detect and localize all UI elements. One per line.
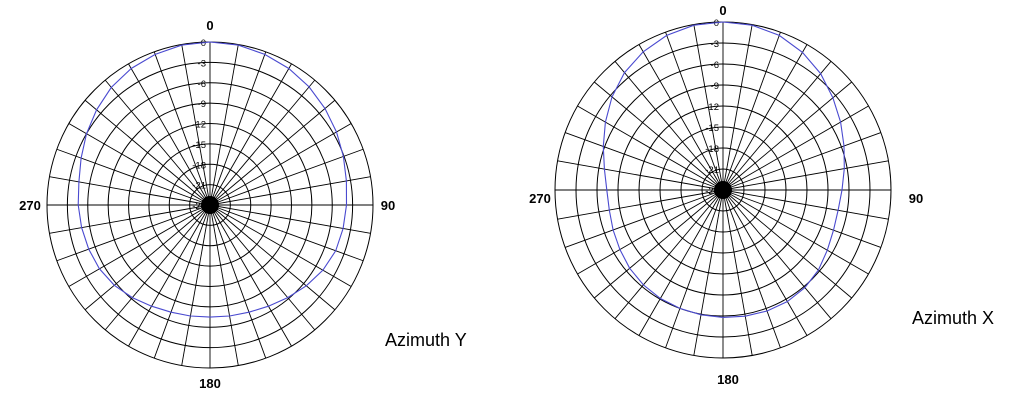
radial-tick-label: -3 — [711, 39, 719, 50]
pattern-series-line — [77, 41, 348, 318]
center-hub — [201, 196, 219, 214]
angle-label-270: 270 — [529, 191, 551, 206]
pattern-series-line — [602, 21, 845, 318]
radial-tick-label: -9 — [198, 99, 206, 110]
radial-tick-label: -12 — [705, 102, 719, 113]
grid-ring — [701, 168, 745, 212]
radial-tick-label: -21 — [192, 181, 206, 192]
grid-ring — [638, 105, 808, 275]
polar-chart-2: 0 -3 -6 -9 -12 -15 -18 -21 -24 0 90 180 270 Azimuth X — [529, 3, 994, 387]
chart-caption: Azimuth Y — [385, 330, 467, 350]
angle-label-180: 180 — [199, 376, 221, 391]
grid-ring — [617, 84, 829, 296]
grid-ring — [168, 163, 252, 247]
radial-tick-label: -21 — [705, 165, 719, 176]
grid-ring — [659, 126, 787, 254]
grid-ring — [148, 143, 272, 267]
angle-label-0: 0 — [719, 3, 726, 18]
radial-tick-label: -12 — [192, 120, 206, 131]
center-hub — [714, 181, 732, 199]
angle-label-0: 0 — [206, 18, 213, 33]
angle-label-90: 90 — [909, 191, 923, 206]
polar-chart-1: 0 -3 -6 -9 -12 -15 -18 -21 -24 0 90 180 270 Azimuth Y — [19, 18, 467, 391]
radial-tick-label: -24 — [192, 201, 206, 212]
grid-ring — [128, 123, 292, 287]
chart-caption: Azimuth X — [912, 308, 994, 328]
angle-label-180: 180 — [717, 372, 739, 387]
grid-ring — [596, 63, 850, 317]
radial-tick-label: -15 — [705, 123, 719, 134]
grid-ring — [189, 184, 231, 226]
grid-ring — [575, 42, 871, 338]
radial-tick-label: 0 — [201, 38, 206, 49]
radial-tick-label: -6 — [198, 79, 206, 90]
radial-tick-label: -15 — [192, 140, 206, 151]
radial-tick-label: -3 — [198, 58, 206, 69]
radial-tick-label: -18 — [705, 144, 719, 155]
radial-tick-label: -9 — [711, 81, 719, 92]
grid-ring — [87, 82, 333, 328]
grid-ring — [107, 102, 313, 308]
grid-ring — [66, 61, 354, 349]
radial-tick-label: 0 — [714, 18, 719, 29]
angle-label-90: 90 — [381, 198, 395, 213]
angle-label-270: 270 — [19, 198, 41, 213]
radial-tick-label: -6 — [711, 60, 719, 71]
radial-tick-label: -18 — [192, 160, 206, 171]
radial-tick-label: -24 — [705, 186, 719, 197]
grid-ring — [680, 147, 766, 233]
